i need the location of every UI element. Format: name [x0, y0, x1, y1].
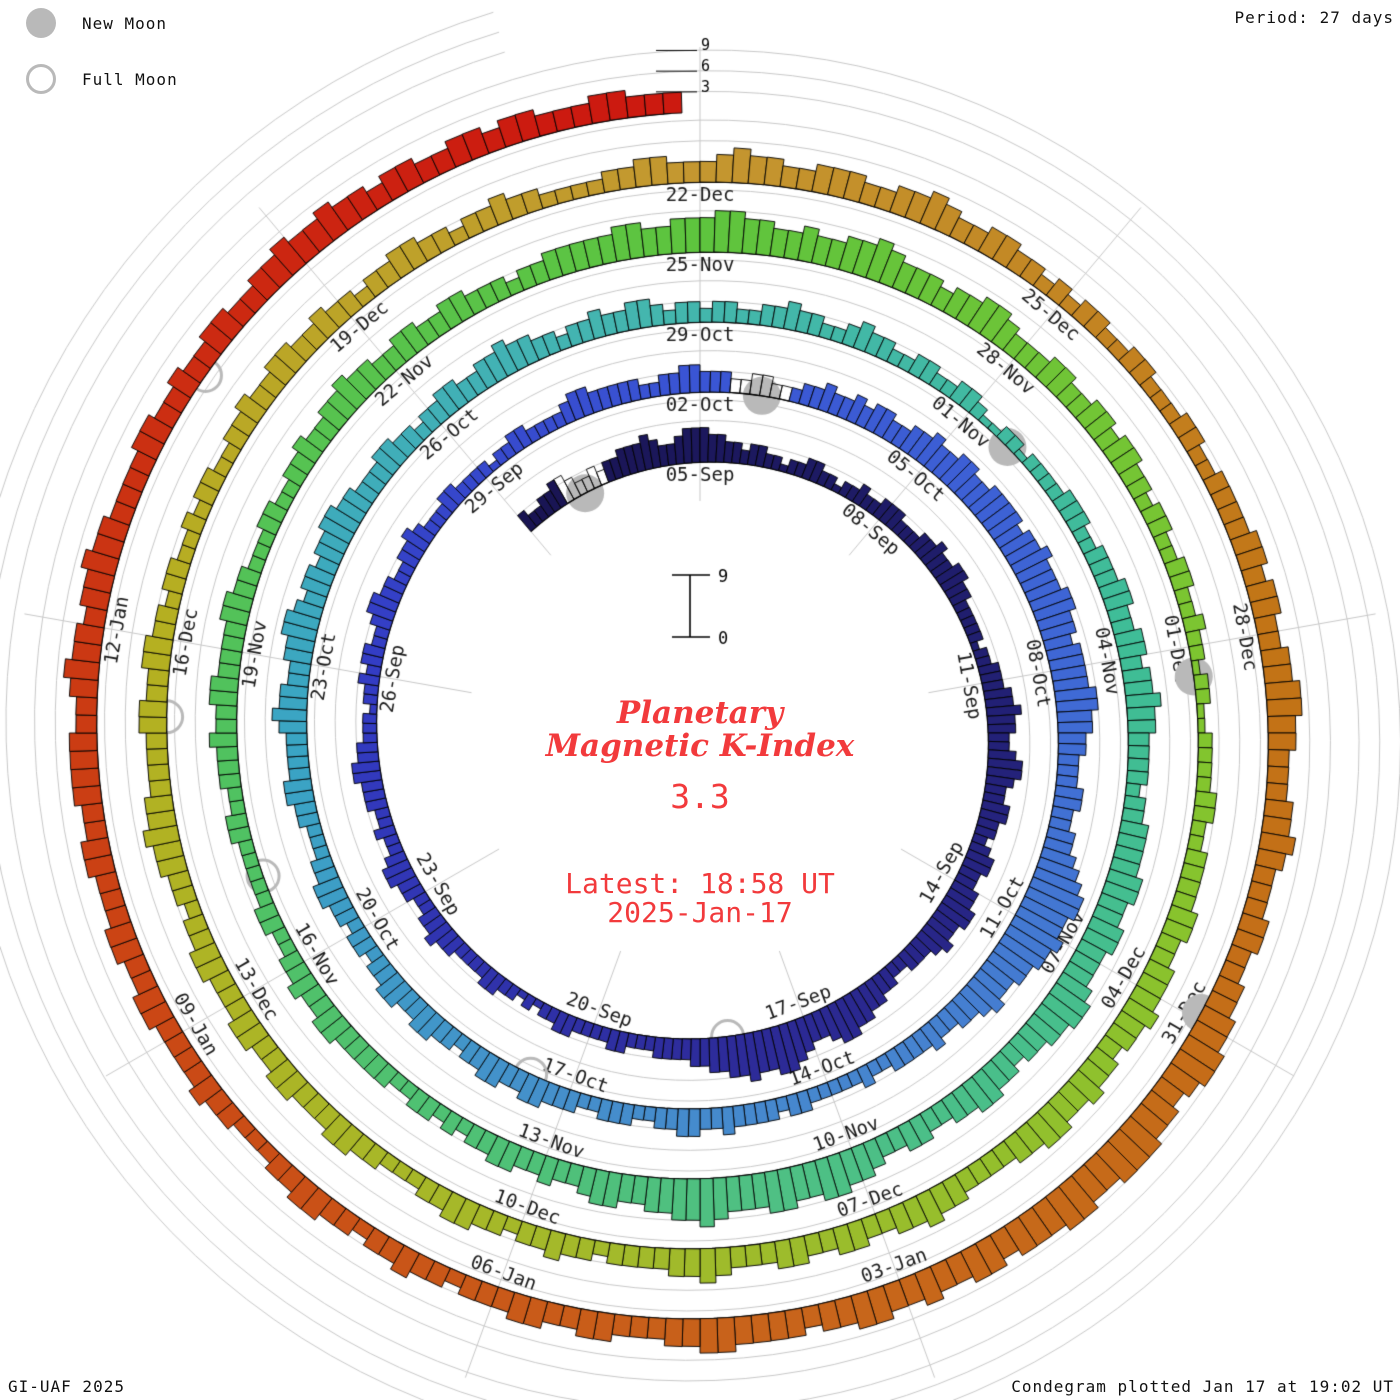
legend-new-moon: New Moon: [26, 6, 178, 40]
moon-legend: New Moon Full Moon: [26, 6, 178, 118]
legend-full-moon: Full Moon: [26, 62, 178, 96]
full-moon-label: Full Moon: [82, 69, 178, 89]
new-moon-icon: [26, 8, 56, 38]
plotted-timestamp: Condegram plotted Jan 17 at 19:02 UT: [1011, 1377, 1394, 1396]
new-moon-label: New Moon: [82, 13, 168, 33]
full-moon-icon: [26, 64, 56, 94]
credit-label: GI-UAF 2025: [8, 1377, 125, 1396]
period-label: Period: 27 days: [1234, 8, 1394, 27]
